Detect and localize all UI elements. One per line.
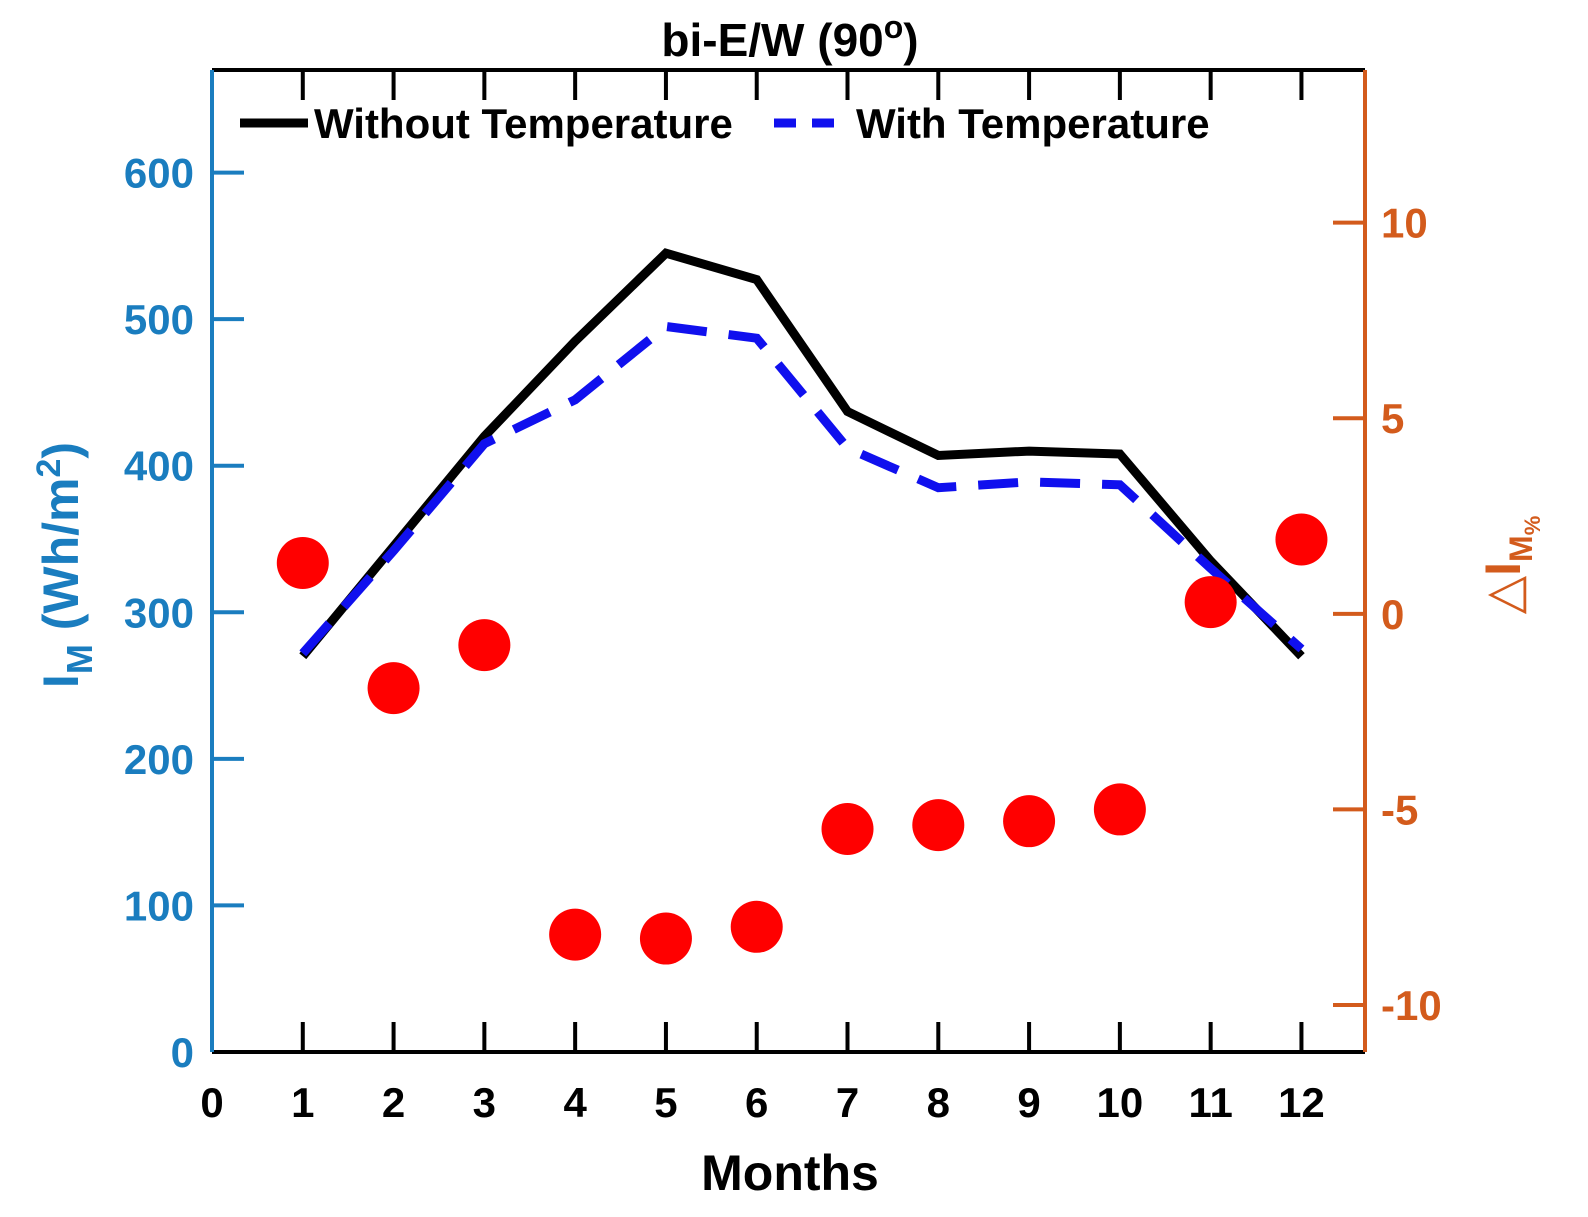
series-layer — [299, 248, 1305, 660]
x-tick-label: 1 — [291, 1079, 314, 1126]
x-tick-label: 11 — [1188, 1079, 1232, 1126]
y-axis-label-right: △IM% — [1475, 516, 1545, 615]
x-tick-label: 2 — [382, 1079, 405, 1126]
delta-marker-point — [1003, 795, 1056, 848]
marker-layer — [276, 513, 1328, 965]
x-tick-label: 3 — [473, 1079, 496, 1126]
x-tick-label: 10 — [1097, 1079, 1144, 1126]
left-y-tick-label: 400 — [124, 443, 194, 490]
x-tick-label: 9 — [1017, 1079, 1040, 1126]
chart-title: bi-E/W (90o) — [661, 9, 918, 66]
delta-marker-point — [821, 802, 874, 855]
legend: Without Temperature With Temperature — [240, 100, 1210, 147]
x-axis-label: Months — [701, 1145, 879, 1201]
left-y-tick-label: 600 — [124, 150, 194, 197]
left-y-tick-label: 300 — [124, 589, 194, 636]
left-y-tick-label: 500 — [124, 296, 194, 343]
delta-marker-point — [1275, 513, 1328, 566]
left-y-tick-label: 200 — [124, 736, 194, 783]
right-y-tick-label: -5 — [1381, 786, 1418, 833]
tick-marks — [212, 70, 1365, 1052]
delta-marker-point — [367, 662, 420, 715]
right-y-tick-label: -10 — [1381, 982, 1442, 1029]
right-y-tick-label: 0 — [1381, 591, 1404, 638]
delta-marker-point — [639, 912, 692, 965]
delta-marker-point — [458, 619, 511, 672]
left-y-tick-label: 100 — [124, 882, 194, 929]
legend-label-with-temperature: With Temperature — [856, 100, 1210, 147]
legend-label-without-temperature: Without Temperature — [314, 100, 733, 147]
left-y-tick-label: 0 — [171, 1029, 194, 1076]
delta-marker-point — [912, 799, 965, 852]
delta-marker-point — [1184, 576, 1237, 629]
delta-marker-point — [276, 536, 329, 589]
x-tick-label: 0 — [200, 1079, 223, 1126]
x-tick-label: 6 — [745, 1079, 768, 1126]
x-tick-label: 5 — [654, 1079, 677, 1126]
delta-marker-point — [1093, 783, 1146, 836]
y-axis-label-left: IM (Wh/m2) — [30, 442, 100, 688]
x-tick-label: 8 — [927, 1079, 950, 1126]
right-y-tick-label: 5 — [1381, 395, 1404, 442]
x-tick-label: 7 — [836, 1079, 859, 1126]
series-line-without-temperature — [299, 248, 1305, 660]
delta-marker-point — [549, 908, 602, 961]
right-y-tick-label: 10 — [1381, 200, 1428, 247]
series-line-with-temperature — [299, 321, 1305, 657]
x-tick-label: 4 — [563, 1079, 587, 1126]
delta-marker-point — [730, 900, 783, 953]
x-tick-label: 12 — [1278, 1079, 1325, 1126]
labels-layer: 0 1 2 3 4 5 6 7 8 9 10 11 120100200300400500600-10-5… — [124, 150, 1442, 1126]
plot-frame — [210, 68, 1367, 1054]
